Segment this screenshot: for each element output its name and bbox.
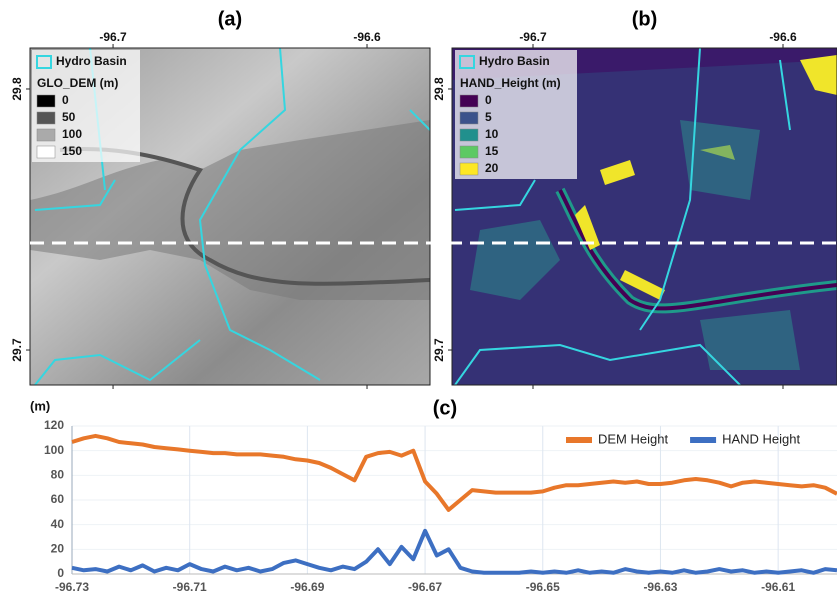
legend-label: 150 bbox=[62, 144, 82, 158]
legend-swatch bbox=[37, 112, 55, 124]
x-tick-label: -96.61 bbox=[761, 580, 795, 594]
x-tick-label: -96.7 bbox=[519, 30, 547, 44]
legend-label: HAND Height bbox=[722, 431, 800, 446]
legend-label: 50 bbox=[62, 110, 76, 124]
legend-label: 10 bbox=[485, 127, 499, 141]
legend-swatch bbox=[460, 146, 478, 158]
legend-label: Hydro Basin bbox=[479, 54, 550, 68]
line-series bbox=[72, 436, 837, 510]
legend-swatch bbox=[37, 129, 55, 141]
chart-title: (c) bbox=[433, 397, 457, 419]
x-tick-label: -96.6 bbox=[353, 30, 381, 44]
legend-swatch bbox=[37, 95, 55, 107]
legend-label: Hydro Basin bbox=[56, 54, 127, 68]
x-tick-label: -96.7 bbox=[99, 30, 127, 44]
y-tick-label: 0 bbox=[57, 566, 64, 580]
legend-label: 5 bbox=[485, 110, 492, 124]
x-tick-label: -96.65 bbox=[526, 580, 560, 594]
panel-label: (a) bbox=[218, 8, 242, 30]
legend-label: 15 bbox=[485, 144, 499, 158]
x-tick-label: -96.67 bbox=[408, 580, 442, 594]
y-tick-label: 29.8 bbox=[432, 77, 446, 101]
legend-title: HAND_Height (m) bbox=[460, 76, 561, 90]
y-tick-label: 29.7 bbox=[10, 338, 24, 362]
y-tick-label: 29.7 bbox=[432, 338, 446, 362]
y-tick-label: 20 bbox=[51, 542, 65, 556]
legend-title: GLO_DEM (m) bbox=[37, 76, 118, 90]
legend-swatch bbox=[460, 163, 478, 175]
y-tick-label: 60 bbox=[51, 492, 65, 506]
x-tick-label: -96.63 bbox=[643, 580, 677, 594]
x-tick-label: -96.71 bbox=[173, 580, 207, 594]
x-tick-label: -96.6 bbox=[769, 30, 797, 44]
legend-label: DEM Height bbox=[598, 431, 668, 446]
y-tick-label: 40 bbox=[51, 517, 65, 531]
legend-swatch bbox=[460, 95, 478, 107]
y-axis-label: (m) bbox=[30, 398, 50, 413]
legend-label: 0 bbox=[485, 93, 492, 107]
panel-label: (b) bbox=[632, 8, 658, 30]
y-tick-label: 29.8 bbox=[10, 77, 24, 101]
legend-label: 0 bbox=[62, 93, 69, 107]
line-series bbox=[72, 531, 837, 573]
y-tick-label: 100 bbox=[44, 443, 64, 457]
legend-swatch bbox=[37, 146, 55, 158]
x-tick-label: -96.69 bbox=[290, 580, 324, 594]
legend-label: 20 bbox=[485, 161, 499, 175]
y-tick-label: 120 bbox=[44, 418, 64, 432]
legend-swatch bbox=[460, 112, 478, 124]
x-tick-label: -96.73 bbox=[55, 580, 89, 594]
legend-label: 100 bbox=[62, 127, 82, 141]
figure: (a) -96.7 -96.6 29.7 29.8 Hydro Basin GLO_DEM … bbox=[0, 0, 837, 595]
y-tick-label: 80 bbox=[51, 468, 65, 482]
legend-swatch bbox=[460, 129, 478, 141]
